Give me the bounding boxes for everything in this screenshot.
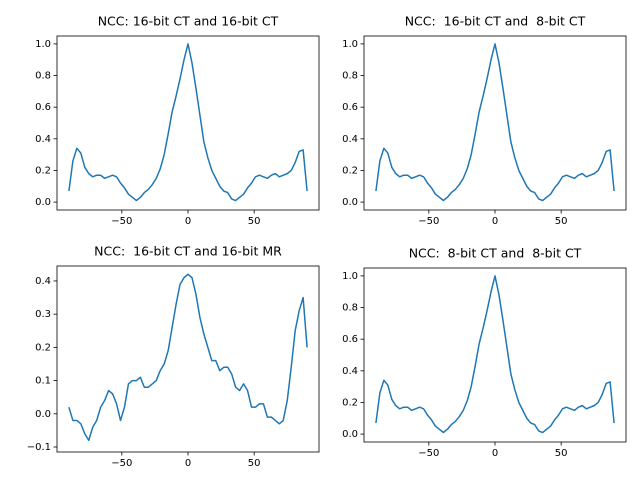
y-tick-label: 0.8 <box>342 303 358 314</box>
chart-title: NCC: 8-bit CT and 8-bit CT <box>409 246 582 261</box>
axes-frame <box>363 267 627 443</box>
y-tick-label: 1.0 <box>35 39 51 50</box>
y-tick-label: 0.6 <box>342 102 358 113</box>
x-tick-label: 0 <box>185 216 191 227</box>
y-tick-label: 0.2 <box>342 165 358 176</box>
y-tick-label: 0.0 <box>35 197 51 208</box>
y-tick-label: 0.4 <box>35 134 51 145</box>
y-tick-label: 0.8 <box>35 71 51 82</box>
axes-frame <box>56 265 320 453</box>
y-tick-label: −0.1 <box>27 442 51 453</box>
y-tick-label: 0.2 <box>342 397 358 408</box>
data-line <box>68 273 308 442</box>
x-tick-label: 50 <box>248 458 261 469</box>
x-tick-label: −50 <box>418 216 439 227</box>
y-tick-label: 0.6 <box>342 334 358 345</box>
chart-title: NCC: 16-bit CT and 8-bit CT <box>405 14 586 29</box>
data-line <box>375 275 615 434</box>
x-tick-label: −50 <box>418 448 439 459</box>
x-tick-label: 0 <box>492 216 498 227</box>
y-tick-label: 0.4 <box>342 134 358 145</box>
data-line <box>68 43 308 202</box>
axes-frame <box>56 35 320 211</box>
y-tick-label: 0.0 <box>35 409 51 420</box>
y-tick-label: 0.4 <box>342 366 358 377</box>
x-tick-label: 0 <box>492 448 498 459</box>
y-tick-label: 1.0 <box>342 271 358 282</box>
y-tick-label: 0.2 <box>35 342 51 353</box>
y-tick-label: 0.8 <box>342 71 358 82</box>
x-tick-label: 50 <box>555 216 568 227</box>
y-tick-label: 1.0 <box>342 39 358 50</box>
y-tick-label: 0.6 <box>35 102 51 113</box>
y-tick-label: 0.0 <box>342 197 358 208</box>
y-tick-label: 0.3 <box>35 309 51 320</box>
y-tick-label: 0.2 <box>35 165 51 176</box>
chart-title: NCC: 16-bit CT and 16-bit CT <box>98 14 279 29</box>
x-tick-label: −50 <box>111 216 132 227</box>
chart-title: NCC: 16-bit CT and 16-bit MR <box>94 244 282 259</box>
x-tick-label: 50 <box>555 448 568 459</box>
x-tick-label: 0 <box>185 458 191 469</box>
data-line <box>375 43 615 202</box>
y-tick-label: 0.1 <box>35 376 51 387</box>
y-tick-label: 0.4 <box>35 276 51 287</box>
y-tick-label: 0.0 <box>342 429 358 440</box>
axes-frame <box>363 35 627 211</box>
x-tick-label: −50 <box>111 458 132 469</box>
x-tick-label: 50 <box>248 216 261 227</box>
